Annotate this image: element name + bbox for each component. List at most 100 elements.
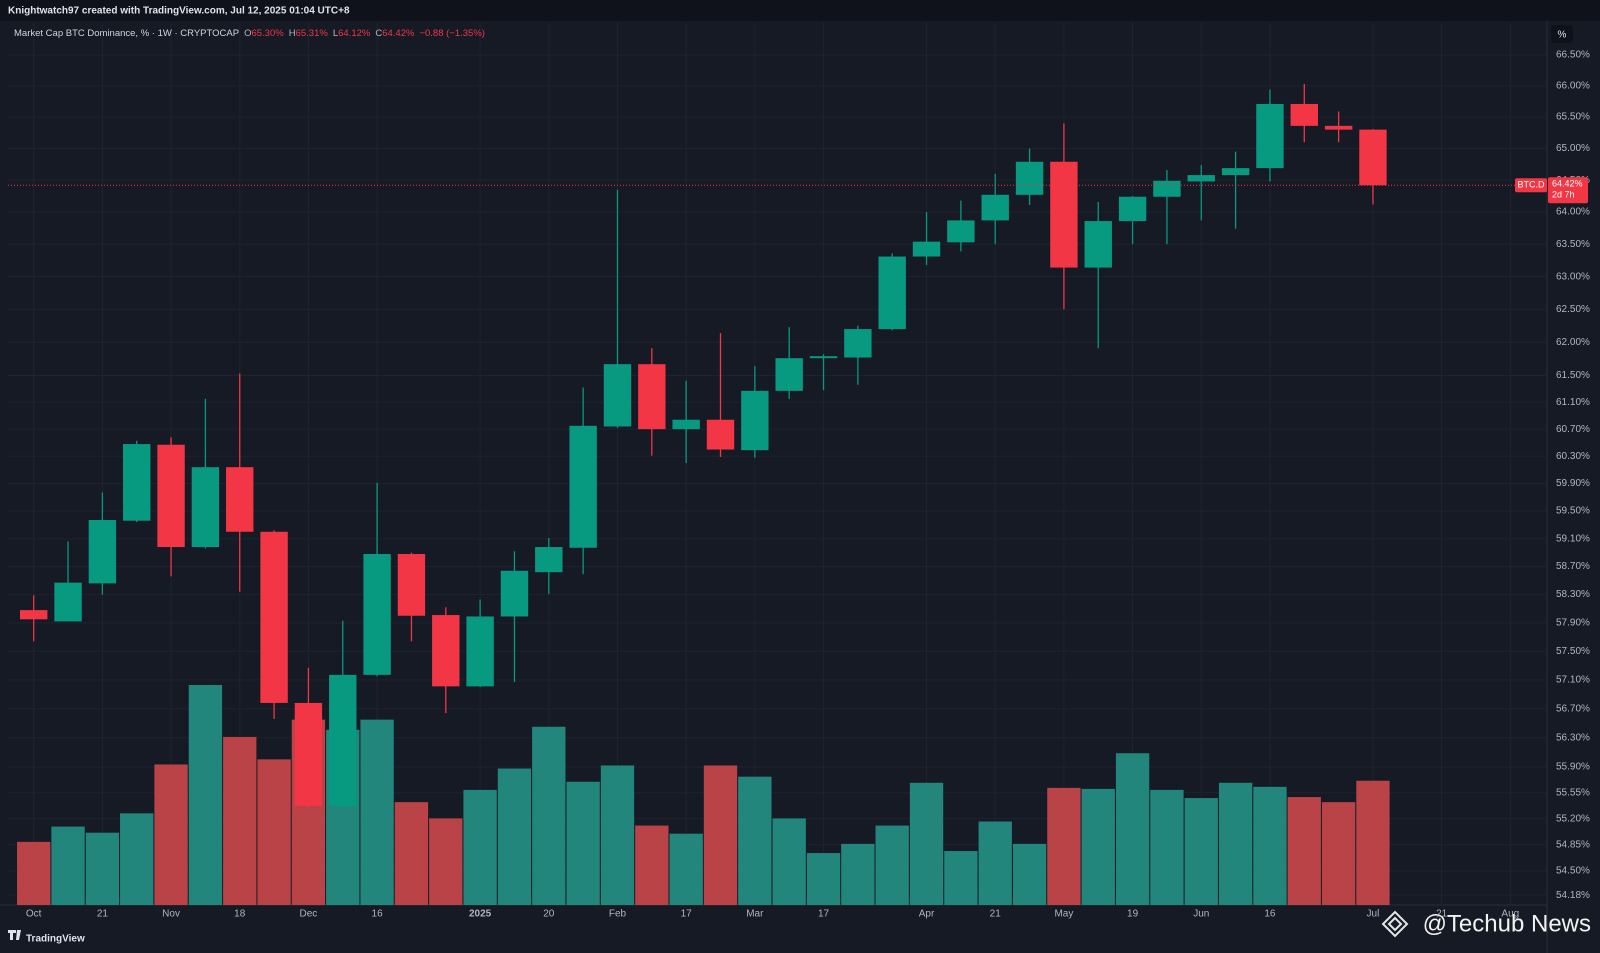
symbol-label-bg bbox=[1515, 178, 1547, 193]
volume-bar bbox=[429, 818, 463, 905]
x-tick-label: 16 bbox=[1264, 909, 1276, 920]
x-tick-label: 21 bbox=[1436, 909, 1448, 920]
candle-body bbox=[88, 520, 117, 584]
y-tick-label: 56.70% bbox=[1556, 703, 1590, 714]
volume-bar bbox=[188, 685, 223, 905]
volume-bar bbox=[1218, 782, 1253, 905]
legend-key: O bbox=[244, 28, 251, 39]
volume-bar bbox=[532, 726, 566, 905]
candle-body bbox=[1221, 168, 1250, 176]
volume-bar bbox=[1115, 753, 1150, 905]
candle-body bbox=[947, 220, 975, 243]
volume-bar bbox=[566, 781, 600, 905]
symbol-label: BTC.D bbox=[1518, 180, 1546, 190]
candle-body bbox=[1290, 103, 1318, 126]
y-tick-label: 59.50% bbox=[1556, 506, 1590, 517]
volume-bar bbox=[1047, 787, 1081, 905]
volume-bar bbox=[1253, 786, 1287, 905]
candle-body bbox=[1187, 175, 1215, 182]
candle-body bbox=[123, 444, 151, 521]
x-tick-label: May bbox=[1054, 909, 1073, 920]
volume-bar bbox=[1356, 780, 1390, 905]
y-tick-label: 64.00% bbox=[1556, 207, 1590, 218]
y-tick-label: 65.50% bbox=[1556, 112, 1590, 123]
scale-button-bg[interactable] bbox=[1551, 25, 1573, 43]
candle-body bbox=[809, 356, 838, 359]
volume-bar bbox=[154, 764, 188, 905]
volume-bar bbox=[120, 813, 154, 905]
candle-body bbox=[397, 554, 426, 616]
candle-body bbox=[672, 419, 700, 430]
y-tick-label: 54.85% bbox=[1556, 839, 1590, 850]
candle-body bbox=[1084, 221, 1112, 268]
x-tick-label: Aug bbox=[1501, 909, 1519, 920]
candle-body bbox=[466, 616, 494, 687]
volume-bar bbox=[497, 768, 532, 905]
candle-body bbox=[363, 554, 391, 675]
y-tick-label: 55.90% bbox=[1556, 762, 1590, 773]
legend: Market Cap BTC Dominance, % · 1W · CRYPT… bbox=[14, 28, 485, 39]
last-price-label: 64.42% bbox=[1552, 179, 1583, 189]
x-tick-label: 16 bbox=[372, 909, 384, 920]
y-tick-label: 55.20% bbox=[1556, 813, 1590, 824]
volume-bar bbox=[85, 832, 120, 905]
y-tick-label: 60.30% bbox=[1556, 451, 1590, 462]
volume-bar bbox=[806, 853, 841, 905]
candle-body bbox=[569, 425, 597, 548]
y-tick-label: 65.00% bbox=[1556, 143, 1590, 154]
volume-bar bbox=[703, 765, 738, 905]
candle-body bbox=[260, 531, 288, 703]
candle-body bbox=[1256, 103, 1284, 169]
candle-body bbox=[878, 256, 906, 330]
volume-bar bbox=[1012, 843, 1047, 905]
volume-bar bbox=[1287, 797, 1321, 905]
y-tick-label: 66.50% bbox=[1556, 50, 1590, 61]
candle-body bbox=[500, 570, 529, 617]
x-tick-label: Dec bbox=[300, 909, 318, 920]
x-tick-label: Nov bbox=[162, 909, 180, 920]
y-tick-label: 54.50% bbox=[1556, 866, 1590, 877]
volume-bar bbox=[600, 765, 635, 905]
legend-change: −0.88 (−1.35%) bbox=[419, 28, 485, 39]
volume-bar bbox=[17, 841, 51, 905]
candle-body bbox=[1050, 161, 1078, 268]
watermark-icon bbox=[1381, 910, 1409, 938]
volume-bar bbox=[257, 759, 291, 905]
volume-bar bbox=[360, 719, 394, 905]
candle-body bbox=[1015, 161, 1044, 195]
y-tick-label: 57.10% bbox=[1556, 675, 1590, 686]
watermark: @Techub News bbox=[1423, 910, 1591, 937]
x-tick-label: 21 bbox=[97, 909, 109, 920]
legend-key: L bbox=[333, 28, 338, 39]
x-tick-label: 19 bbox=[1127, 909, 1139, 920]
volume-bar bbox=[944, 851, 978, 905]
candle-body bbox=[535, 547, 563, 573]
scale-button[interactable]: % bbox=[1558, 30, 1567, 41]
candle-body bbox=[912, 241, 941, 257]
countdown: 2d 7h bbox=[1552, 190, 1575, 200]
footer: TradingView bbox=[26, 934, 85, 945]
candle-body bbox=[226, 467, 254, 532]
volume-bar bbox=[51, 826, 85, 905]
candle-body bbox=[1118, 196, 1147, 222]
volume-bar bbox=[1150, 789, 1184, 905]
candle-body bbox=[54, 582, 82, 622]
candle-body bbox=[603, 364, 632, 427]
volume-bar bbox=[909, 782, 944, 905]
x-tick-label: 18 bbox=[234, 909, 246, 920]
x-tick-label: 2025 bbox=[469, 909, 492, 920]
x-tick-label: Jul bbox=[1367, 909, 1380, 920]
x-tick-label: Mar bbox=[746, 909, 764, 920]
volume-bar bbox=[1081, 788, 1115, 905]
candle-body bbox=[294, 702, 323, 807]
legend-value: 64.42% bbox=[382, 28, 415, 39]
x-tick-label: 20 bbox=[543, 909, 555, 920]
x-tick-label: 17 bbox=[681, 909, 693, 920]
volume-bar bbox=[841, 843, 875, 905]
legend-title: Market Cap BTC Dominance, % · 1W · CRYPT… bbox=[14, 28, 239, 39]
volume-bar bbox=[394, 802, 429, 905]
y-tick-label: 59.90% bbox=[1556, 478, 1590, 489]
candle-body bbox=[844, 329, 872, 358]
x-tick-label: Oct bbox=[26, 909, 42, 920]
